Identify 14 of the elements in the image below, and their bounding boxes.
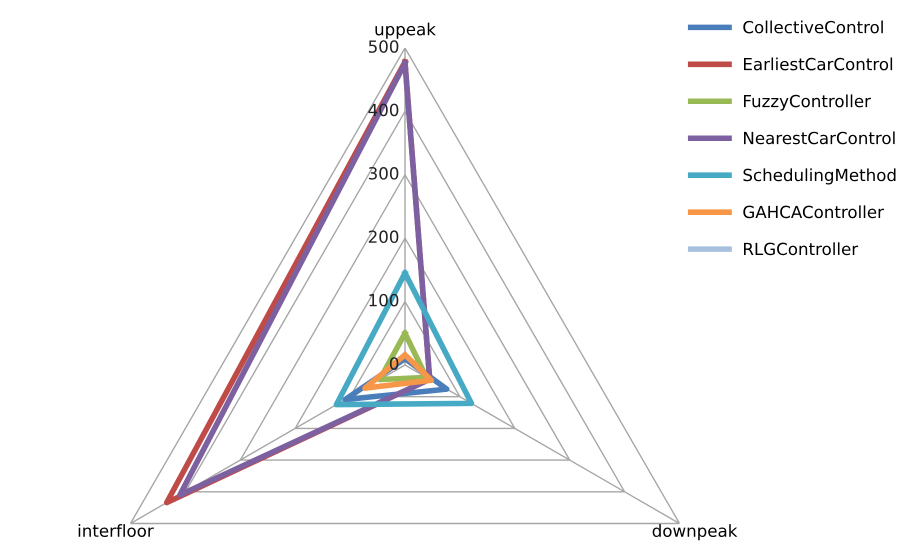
legend-label: FuzzyController bbox=[744, 94, 871, 111]
spoke-label: interfloor bbox=[78, 524, 154, 538]
legend-label: EarliestCarControl bbox=[744, 57, 892, 70]
legend-label: GAHCAController bbox=[743, 205, 884, 218]
y-tick-label: 300 bbox=[368, 167, 398, 180]
spoke-label: uppeak bbox=[375, 22, 436, 39]
y-tick-label: 500 bbox=[368, 40, 398, 53]
spoke-label: downpeak bbox=[652, 524, 738, 540]
legend-label: NearestCarControl bbox=[744, 131, 895, 144]
series-label: RLGController bbox=[744, 242, 858, 256]
legend-label: SchedulingMethod bbox=[743, 168, 896, 185]
legend-label: CollectiveControl bbox=[743, 20, 883, 34]
y-tick-label: 200 bbox=[368, 230, 398, 244]
y-tick-label: 0 bbox=[390, 357, 398, 370]
